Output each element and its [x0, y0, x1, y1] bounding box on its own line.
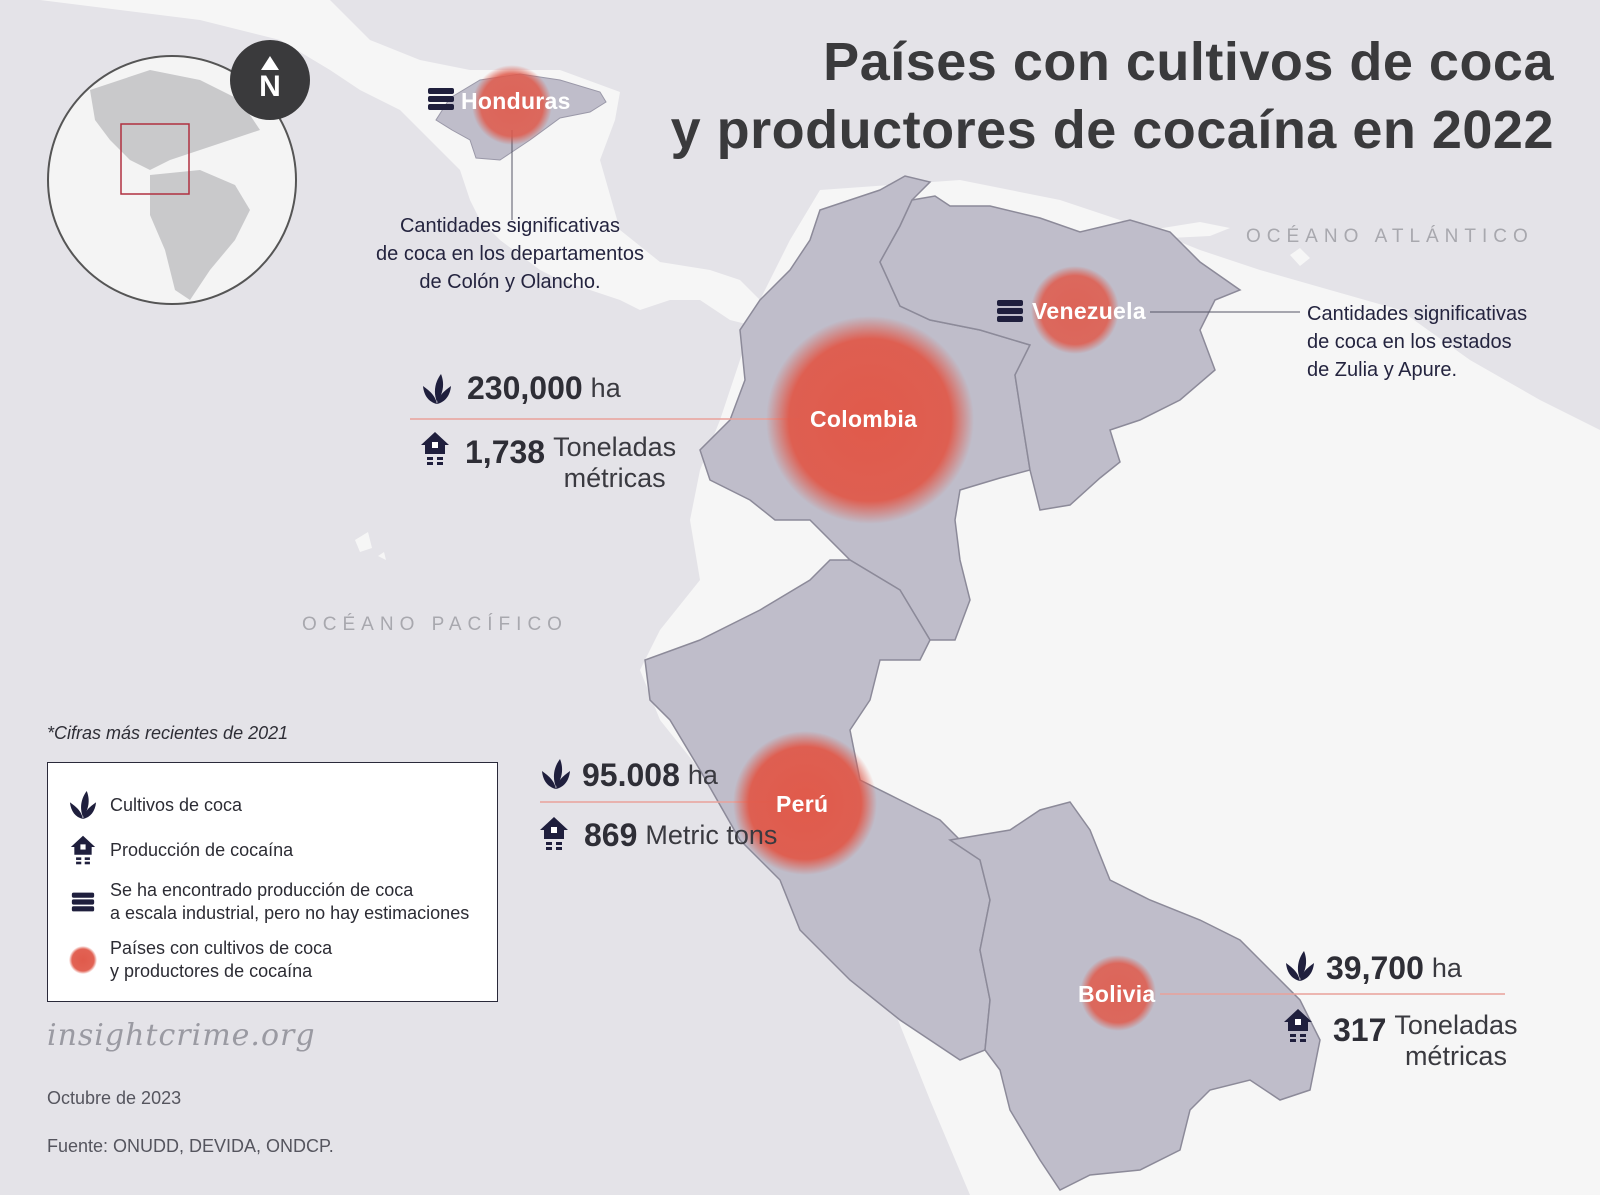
title-line-1: Países con cultivos de coca — [823, 32, 1554, 92]
bolivia-coca-stat: 39,700 ha — [1326, 950, 1462, 987]
peru-cocaine-unit: Metric tons — [645, 820, 778, 850]
legend-item-countries: Países con cultivos de coca y productore… — [68, 937, 332, 983]
title-line-2: y productores de cocaína en 2022 — [670, 100, 1554, 160]
north-arrow-icon — [230, 40, 310, 120]
stack-icon — [68, 890, 98, 914]
peru-dot — [733, 731, 877, 875]
venezuela-dot — [1031, 266, 1119, 354]
peru-coca-value: 95.008 — [582, 757, 680, 793]
peru-cocaine-icon — [540, 817, 568, 850]
peru-coca-icon — [542, 759, 570, 789]
colombia-cocaine-value: 1,738 — [465, 434, 546, 470]
caribbean-islands — [1150, 222, 1310, 266]
leaf-icon — [68, 789, 98, 821]
atlantic-ocean-label: OCÉANO ATLÁNTICO — [1246, 226, 1534, 247]
peru-coca-unit: ha — [687, 760, 718, 790]
legend-countries-label: Países con cultivos de coca y productore… — [110, 938, 333, 981]
galapagos — [355, 532, 386, 560]
bolivia-cocaine-value: 317 — [1333, 1012, 1387, 1048]
brand-logo: insightcrime.org — [47, 1018, 316, 1053]
honduras-label: Honduras — [461, 88, 571, 114]
colombia-cocaine-stat: 1,738 Toneladas métricas — [465, 432, 676, 494]
source-label: Fuente: ONUDD, DEVIDA, ONDCP. — [47, 1136, 334, 1156]
legend-coca-label: Cultivos de coca — [110, 794, 243, 815]
colombia-coca-stat: 230,000 ha — [467, 370, 621, 407]
bolivia-cocaine-stat: 317 Toneladas métricas — [1333, 1010, 1518, 1072]
pacific-ocean-label: OCÉANO PACÍFICO — [302, 614, 568, 635]
bolivia-coca-unit: ha — [1431, 953, 1462, 983]
colombia-coca-icon — [423, 374, 451, 404]
legend-cocaine-label: Producción de cocaína — [110, 839, 294, 860]
footnote: *Cifras más recientes de 2021 — [47, 723, 289, 743]
colombia-cocaine-unit: Toneladas métricas — [553, 432, 677, 493]
peru-label: Perú — [776, 791, 829, 817]
venezuela-note: Cantidades significativas de coca en los… — [1307, 303, 1528, 381]
date-label: Octubre de 2023 — [47, 1088, 182, 1108]
bolivia-cocaine-unit: Toneladas métricas — [1394, 1010, 1518, 1071]
honduras-industrial-icon — [428, 88, 454, 110]
peru-cocaine-stat: 869 Metric tons — [584, 817, 777, 854]
locator-globe — [47, 55, 297, 305]
honduras-dot — [472, 65, 552, 145]
colombia-coca-unit: ha — [590, 373, 621, 403]
venezuela-label: Venezuela — [1032, 298, 1146, 324]
central-america-land — [40, 0, 790, 330]
bolivia-coca-value: 39,700 — [1326, 950, 1424, 986]
legend-industrial-label: Se ha encontrado producción de coca a es… — [110, 880, 470, 923]
legend-item-cocaine: Producción de cocaína — [68, 833, 293, 867]
colombia-coca-value: 230,000 — [467, 370, 583, 406]
venezuela-shape — [879, 195, 1242, 511]
bolivia-dot — [1080, 955, 1156, 1031]
peru-coca-stat: 95.008 ha — [582, 757, 718, 794]
lab-house-icon — [68, 833, 98, 867]
colombia-label: Colombia — [810, 406, 918, 432]
bolivia-label: Bolivia — [1078, 981, 1156, 1007]
colombia-cocaine-icon — [421, 432, 449, 465]
peru-cocaine-value: 869 — [584, 817, 638, 853]
page-title: Países con cultivos de coca y productore… — [671, 28, 1554, 164]
red-dot-icon — [68, 944, 98, 976]
legend-item-coca: Cultivos de coca — [68, 789, 242, 821]
honduras-note: Cantidades significativas de coca en los… — [376, 215, 644, 293]
legend-item-industrial: Se ha encontrado producción de coca a es… — [68, 879, 469, 925]
legend: Cultivos de coca Producción de cocaína S… — [47, 762, 498, 1002]
north-label: N — [259, 70, 281, 103]
venezuela-industrial-icon — [997, 300, 1023, 322]
colombia-dot — [766, 316, 974, 524]
